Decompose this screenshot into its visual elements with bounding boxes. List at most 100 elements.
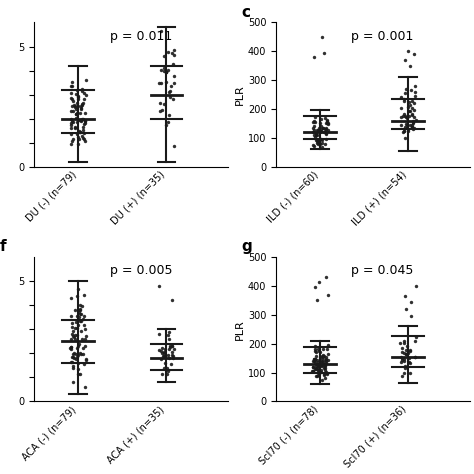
Point bbox=[319, 140, 326, 147]
Point bbox=[314, 358, 321, 365]
Point bbox=[314, 371, 322, 378]
Point bbox=[318, 376, 325, 384]
Point bbox=[402, 350, 410, 357]
Point bbox=[81, 335, 89, 343]
Point bbox=[399, 112, 407, 120]
Point bbox=[323, 369, 330, 376]
Point bbox=[314, 137, 322, 144]
Point bbox=[309, 118, 316, 126]
Point bbox=[68, 115, 75, 123]
Point bbox=[412, 282, 420, 290]
Point bbox=[77, 102, 84, 110]
Point bbox=[410, 125, 418, 132]
Point bbox=[401, 110, 408, 118]
Point bbox=[166, 343, 174, 350]
Point bbox=[318, 115, 325, 123]
Point bbox=[80, 315, 87, 322]
Point bbox=[400, 95, 408, 103]
Point bbox=[311, 346, 319, 353]
Point bbox=[313, 139, 321, 147]
Point bbox=[322, 359, 329, 366]
Point bbox=[160, 348, 168, 356]
Point bbox=[401, 339, 408, 346]
Point bbox=[67, 119, 75, 127]
Point bbox=[313, 372, 320, 380]
Point bbox=[310, 122, 318, 129]
Point bbox=[407, 86, 415, 94]
Point bbox=[75, 136, 83, 143]
Point bbox=[73, 312, 81, 319]
Point bbox=[74, 307, 82, 314]
Point bbox=[164, 351, 172, 359]
Point bbox=[77, 310, 85, 318]
Point bbox=[406, 62, 414, 70]
Point bbox=[313, 352, 320, 360]
Point bbox=[320, 49, 328, 56]
Point bbox=[170, 352, 177, 360]
Point bbox=[401, 337, 408, 345]
Point bbox=[319, 125, 327, 132]
Point bbox=[67, 125, 74, 132]
Point bbox=[74, 140, 82, 148]
Point bbox=[80, 135, 88, 142]
Point bbox=[77, 318, 84, 325]
Point bbox=[70, 328, 77, 335]
Point bbox=[315, 369, 323, 376]
Point bbox=[315, 124, 322, 132]
Point bbox=[407, 298, 415, 306]
Point bbox=[71, 336, 79, 343]
Point bbox=[68, 82, 76, 90]
Point bbox=[399, 355, 406, 362]
Point bbox=[317, 125, 325, 133]
Point bbox=[315, 362, 322, 369]
Point bbox=[322, 129, 330, 137]
Point bbox=[396, 339, 404, 347]
Point bbox=[81, 325, 89, 333]
Point bbox=[318, 33, 326, 41]
Point bbox=[167, 361, 174, 368]
Point bbox=[401, 89, 408, 97]
Point bbox=[310, 357, 318, 365]
Point bbox=[78, 115, 85, 123]
Point bbox=[318, 366, 325, 374]
Point bbox=[401, 365, 409, 372]
Point bbox=[67, 121, 74, 129]
Point bbox=[319, 124, 327, 132]
Point bbox=[319, 361, 326, 369]
Point bbox=[410, 106, 418, 114]
Point bbox=[167, 82, 175, 90]
Point bbox=[73, 350, 80, 358]
Point bbox=[71, 102, 79, 110]
Point bbox=[77, 328, 85, 335]
Point bbox=[406, 369, 414, 377]
Point bbox=[319, 358, 327, 366]
Point bbox=[72, 90, 80, 98]
Point bbox=[312, 131, 319, 139]
Point bbox=[398, 353, 405, 361]
Point bbox=[398, 358, 405, 366]
Point bbox=[321, 362, 328, 369]
Point bbox=[170, 61, 177, 68]
Point bbox=[313, 127, 320, 134]
Point bbox=[74, 351, 82, 358]
Point bbox=[322, 130, 330, 138]
Point bbox=[317, 363, 324, 370]
Point bbox=[408, 97, 416, 105]
Point bbox=[80, 134, 87, 142]
Point bbox=[76, 117, 84, 124]
Point bbox=[313, 364, 320, 372]
Point bbox=[67, 130, 75, 137]
Point bbox=[165, 111, 173, 119]
Point bbox=[317, 123, 325, 130]
Point bbox=[69, 118, 77, 126]
Point bbox=[166, 93, 173, 101]
Point bbox=[76, 349, 84, 357]
Point bbox=[82, 356, 90, 363]
Point bbox=[168, 348, 175, 356]
Text: p = 0.045: p = 0.045 bbox=[351, 264, 414, 277]
Point bbox=[311, 342, 319, 349]
Point bbox=[164, 48, 172, 56]
Point bbox=[82, 333, 90, 340]
Point bbox=[401, 112, 409, 119]
Point bbox=[311, 133, 319, 141]
